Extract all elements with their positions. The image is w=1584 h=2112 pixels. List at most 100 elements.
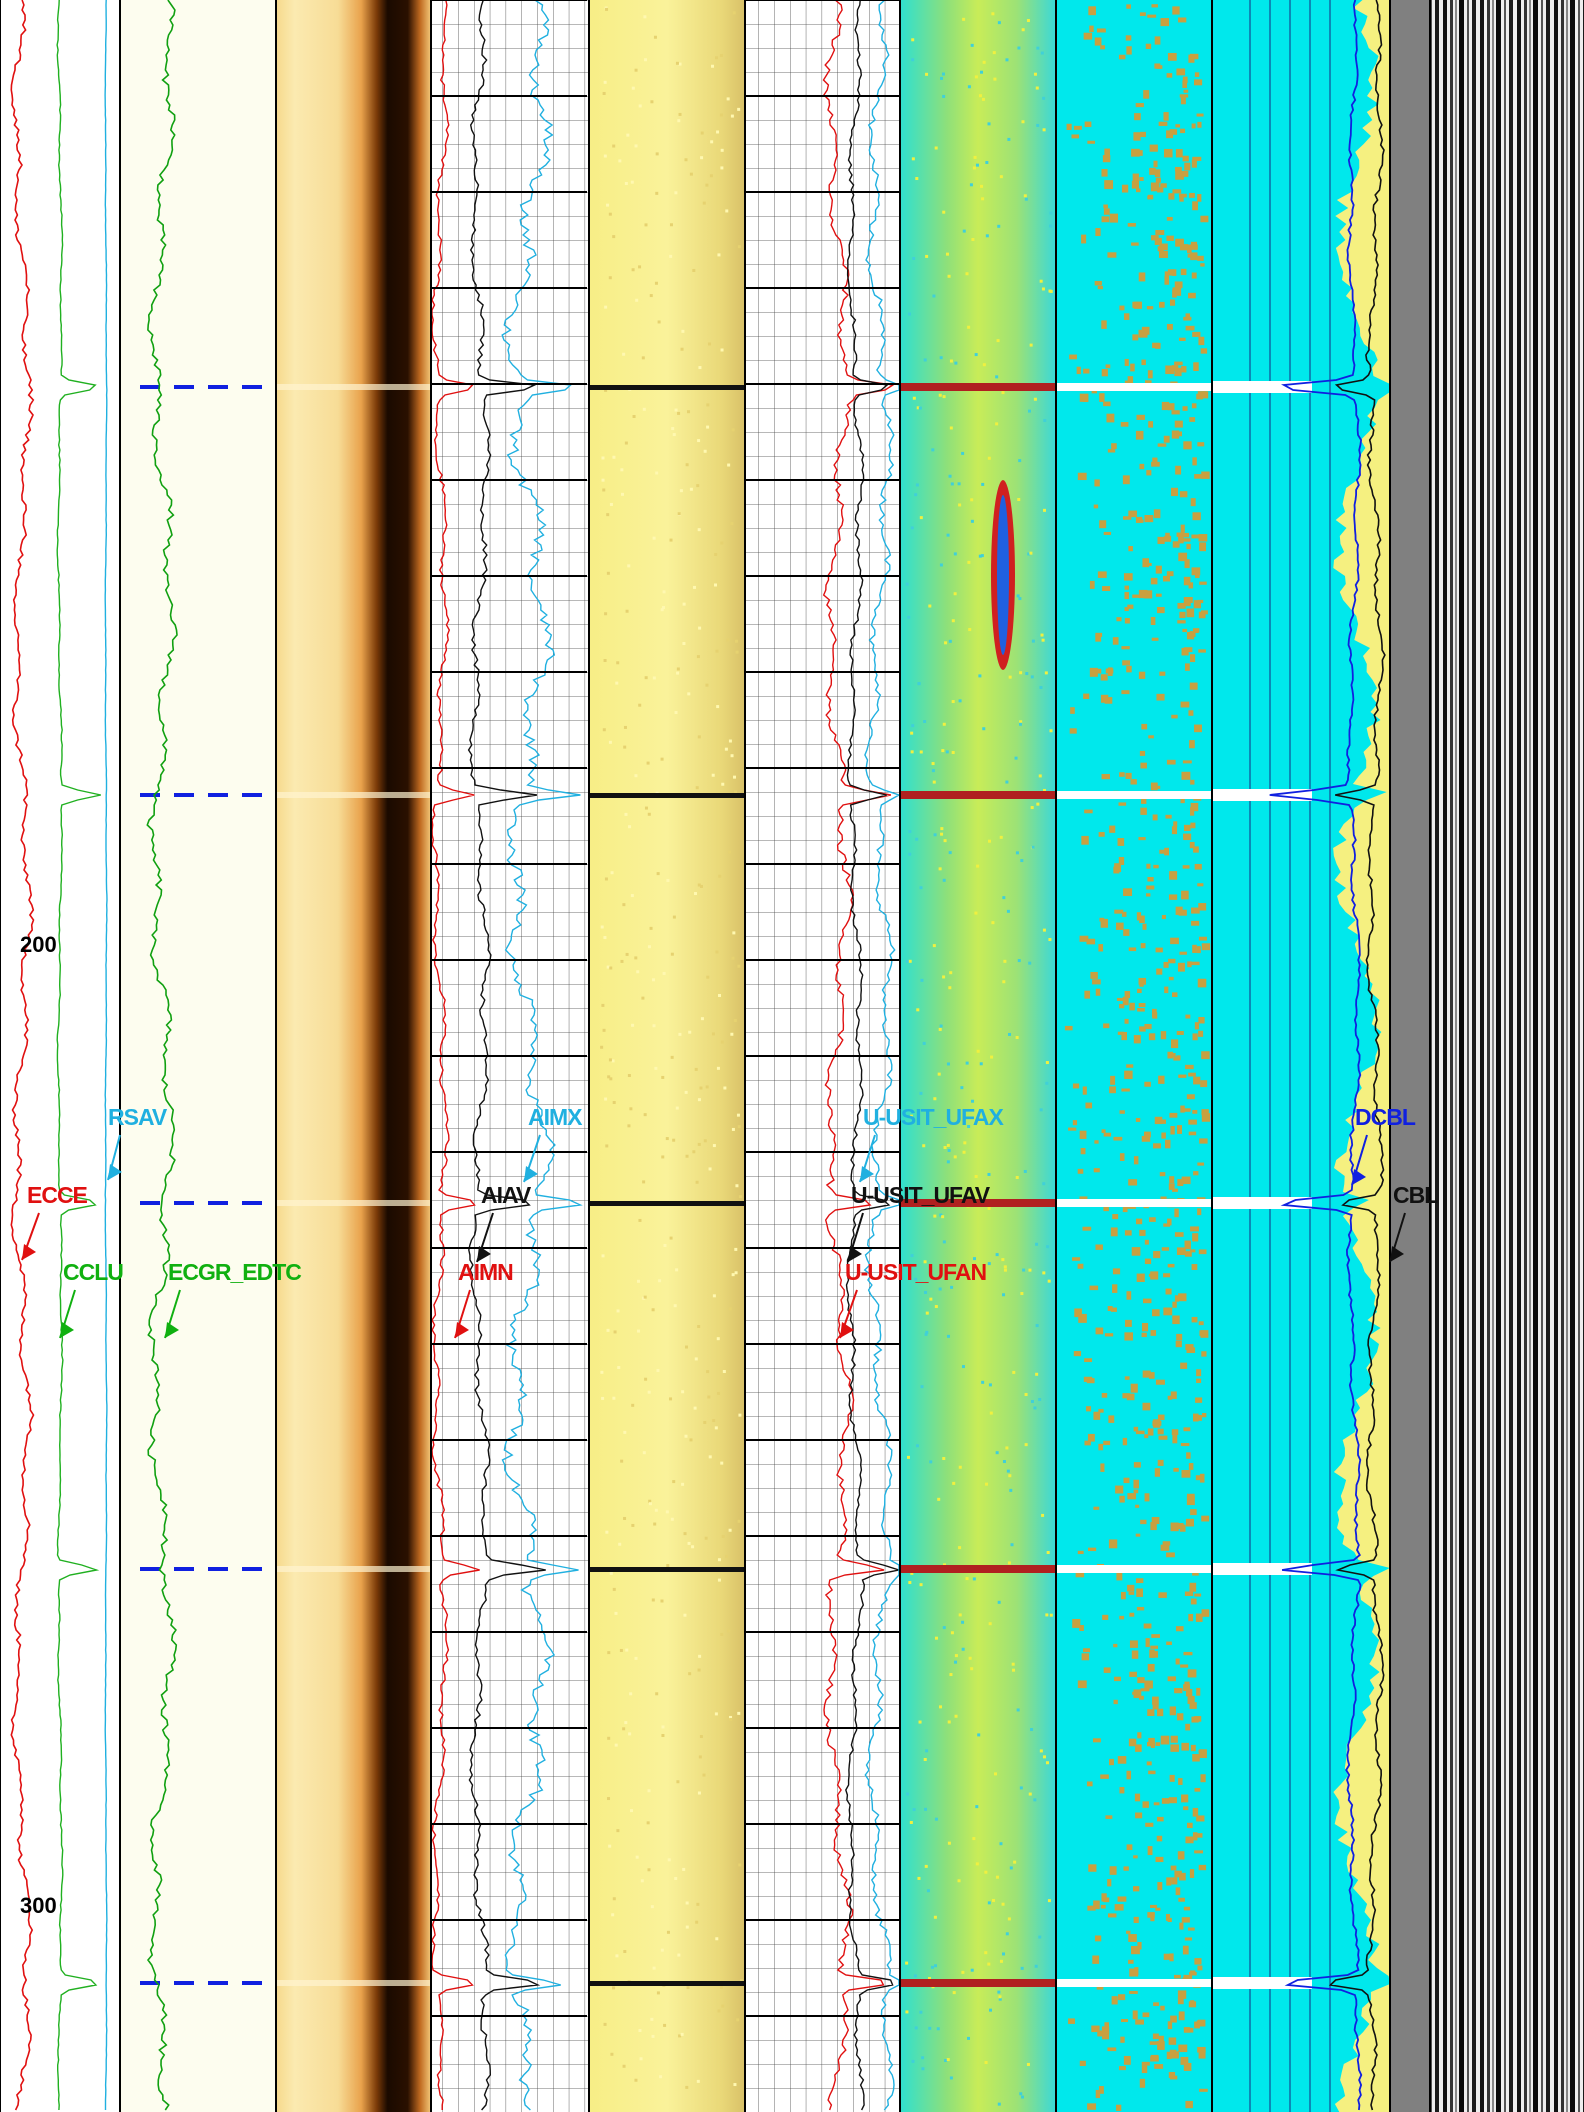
texture — [627, 1074, 631, 1078]
speckle — [1163, 961, 1169, 968]
speckle — [1138, 671, 1146, 679]
speckle — [1139, 463, 1145, 470]
speckle — [1167, 1395, 1173, 1400]
arrow-head — [165, 1322, 179, 1338]
speckle — [1064, 1025, 1073, 1031]
texture — [620, 959, 624, 963]
texture — [644, 806, 648, 810]
speckle — [1190, 1226, 1199, 1232]
speckle — [1116, 1571, 1123, 1581]
texture — [1029, 551, 1033, 555]
arrow-head — [1390, 1246, 1404, 1262]
texture — [703, 1139, 707, 1143]
speckle — [1160, 183, 1167, 188]
speckle — [1198, 903, 1207, 911]
speckle — [1154, 342, 1161, 349]
speckle — [1124, 358, 1129, 366]
arrow-head — [840, 1322, 854, 1338]
speckle — [1191, 1316, 1198, 1323]
speckle — [1101, 1893, 1107, 1902]
speckle — [1140, 807, 1147, 815]
speckle — [1192, 944, 1197, 953]
speckle — [1161, 914, 1166, 920]
speckle — [1198, 336, 1205, 346]
speckle — [1128, 1934, 1137, 1942]
texture — [1016, 594, 1020, 598]
speckle — [1142, 558, 1150, 568]
speckle — [1133, 1156, 1139, 1165]
speckle — [1184, 1591, 1194, 1596]
speckle — [1144, 514, 1154, 523]
speckle — [1108, 1415, 1115, 1423]
texture — [716, 130, 720, 134]
speckle — [1164, 986, 1169, 994]
texture — [661, 1725, 665, 1729]
texture — [612, 1101, 616, 1105]
speckle — [1197, 121, 1202, 128]
texture — [972, 1577, 976, 1581]
texture — [997, 1990, 1001, 1994]
speckle — [1099, 520, 1107, 529]
texture — [1038, 1398, 1042, 1402]
texture — [686, 1986, 690, 1990]
texture — [1043, 418, 1047, 422]
speckle — [1133, 1035, 1141, 1044]
texture — [601, 1003, 605, 1007]
speckle — [1151, 4, 1158, 8]
texture — [927, 1976, 931, 1980]
texture — [938, 1027, 942, 1031]
texture — [1003, 959, 1007, 963]
speckle — [1117, 1031, 1125, 1035]
speckle — [1101, 773, 1110, 780]
speckle — [1084, 990, 1091, 999]
speckle — [1072, 1618, 1081, 1628]
speckle — [1151, 1634, 1160, 1638]
speckle — [1178, 1293, 1187, 1302]
speckle — [1150, 616, 1156, 625]
texture — [737, 964, 741, 968]
speckle — [1090, 971, 1098, 979]
texture — [910, 750, 914, 754]
speckle — [1185, 1344, 1194, 1350]
texture — [975, 1805, 979, 1809]
speckle — [1186, 608, 1195, 618]
texture — [706, 1370, 710, 1374]
curve-label: U-USIT_UFAV — [851, 1182, 991, 1208]
texture — [918, 406, 922, 410]
speckle — [1097, 285, 1103, 290]
track-image-4 — [1056, 0, 1212, 2112]
speckle — [1157, 187, 1164, 193]
speckle — [1189, 1702, 1197, 1709]
speckle — [1158, 2035, 1164, 2042]
speckle — [1076, 366, 1081, 375]
speckle — [1151, 235, 1159, 241]
texture — [638, 2029, 642, 2033]
speckle — [1175, 1340, 1182, 1348]
speckle — [1147, 876, 1154, 882]
speckle — [1130, 779, 1137, 785]
texture — [1005, 58, 1009, 62]
speckle — [1068, 2018, 1076, 2024]
speckle — [1193, 1076, 1201, 1085]
texture — [965, 1577, 969, 1581]
texture — [717, 253, 721, 257]
speckle — [1197, 1162, 1205, 1166]
texture — [706, 975, 710, 979]
speckle — [1145, 1638, 1150, 1648]
speckle — [1181, 647, 1189, 656]
speckle — [1112, 637, 1119, 645]
speckle — [1114, 1904, 1124, 1911]
speckle — [1200, 348, 1208, 354]
texture — [610, 871, 614, 875]
speckle — [1183, 1108, 1191, 1112]
texture — [1009, 1866, 1013, 1870]
texture — [667, 1858, 671, 1862]
texture — [923, 1260, 927, 1264]
texture — [728, 1307, 732, 1311]
texture — [672, 915, 676, 919]
texture — [656, 1368, 660, 1372]
texture — [1033, 72, 1037, 76]
texture — [644, 1377, 648, 1381]
texture — [914, 2026, 918, 2030]
